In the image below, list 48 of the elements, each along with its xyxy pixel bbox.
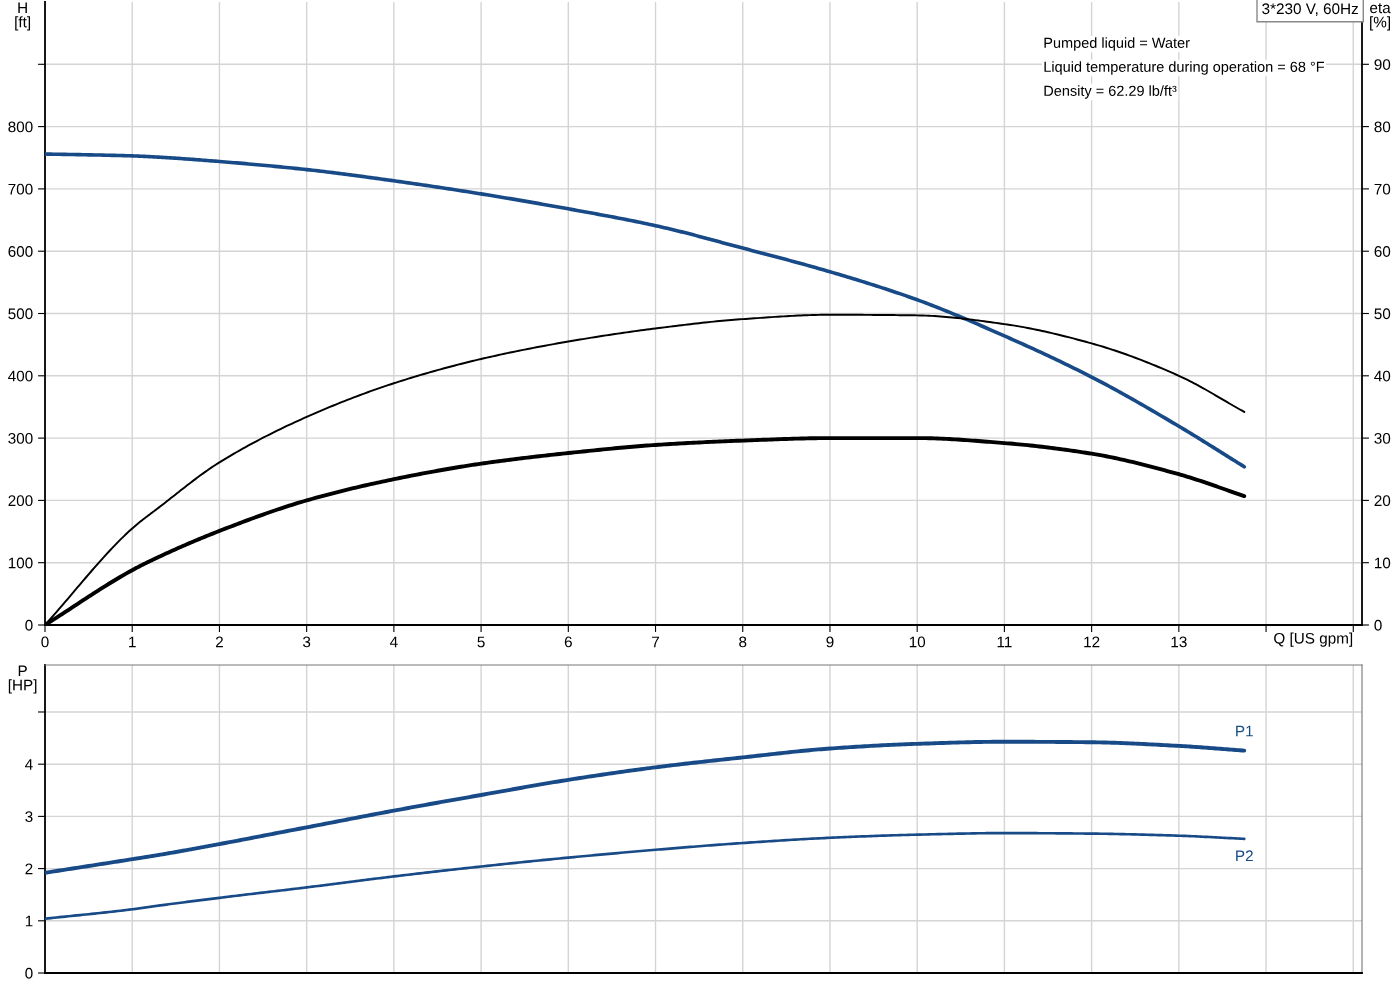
y2-tick-label: 50: [1374, 308, 1391, 320]
x-tick-label: 5: [477, 636, 485, 648]
y2-tick-label: 0: [1374, 619, 1382, 631]
x-tick-label: 10: [909, 636, 926, 648]
x-tick-label: 1: [129, 636, 136, 648]
x-tick-label: 6: [564, 636, 572, 648]
y-tick-label: 0: [25, 619, 33, 631]
chart-title: 3*230 V, 60Hz: [1262, 3, 1358, 16]
x-tick-label: 9: [826, 636, 834, 648]
annotation: Liquid temperature during operation = 68 °F: [1044, 61, 1325, 75]
y2-tick-label: 70: [1374, 183, 1391, 195]
x-axis-title: Q [US gpm]: [1274, 632, 1353, 647]
x-tick-label: 13: [1171, 636, 1187, 648]
x-tick-label: 4: [389, 636, 398, 648]
x-tick-label: 11: [997, 636, 1012, 648]
x-tick-label: 7: [652, 636, 660, 648]
series-label: P1: [1236, 725, 1253, 737]
y-tick-label: 0: [25, 967, 33, 979]
y-axis-title: P [HP]: [8, 665, 37, 694]
y-tick-label: 3: [25, 811, 33, 823]
y-tick-label: 1: [25, 915, 33, 927]
y2-axis-title: eta [%]: [1370, 3, 1391, 31]
y2-tick-label: 40: [1374, 370, 1391, 382]
x-tick-label: 12: [1084, 636, 1100, 648]
x-tick-label: 8: [739, 636, 747, 648]
y2-tick-label: 10: [1374, 557, 1391, 569]
y-tick-label: 2: [25, 863, 33, 875]
x-tick-label: 0: [41, 636, 49, 648]
y2-tick-label: 80: [1374, 121, 1391, 133]
y-axis-title: H [ft]: [15, 2, 31, 31]
y-tick-label: 300: [8, 432, 33, 444]
y-tick-label: 400: [8, 370, 33, 382]
y-tick-label: 800: [8, 121, 33, 133]
x-tick-label: 3: [302, 636, 311, 648]
annotation: Density = 62.29 lb/ft³: [1044, 85, 1177, 99]
y-tick-label: 500: [8, 308, 33, 320]
y2-tick-label: 90: [1374, 59, 1391, 70]
y-tick-label: 600: [8, 246, 33, 257]
y-tick-label: 4: [25, 759, 33, 770]
annotation: Pumped liquid = Water: [1044, 37, 1190, 51]
y2-tick-label: 60: [1374, 246, 1391, 257]
x-tick-label: 2: [215, 636, 223, 648]
y-tick-label: 200: [8, 495, 33, 507]
y-tick-label: 100: [8, 557, 33, 569]
y2-tick-label: 20: [1374, 495, 1391, 507]
series-label: P2: [1236, 850, 1253, 862]
y2-tick-label: 30: [1374, 432, 1391, 444]
y-tick-label: 700: [8, 183, 33, 195]
